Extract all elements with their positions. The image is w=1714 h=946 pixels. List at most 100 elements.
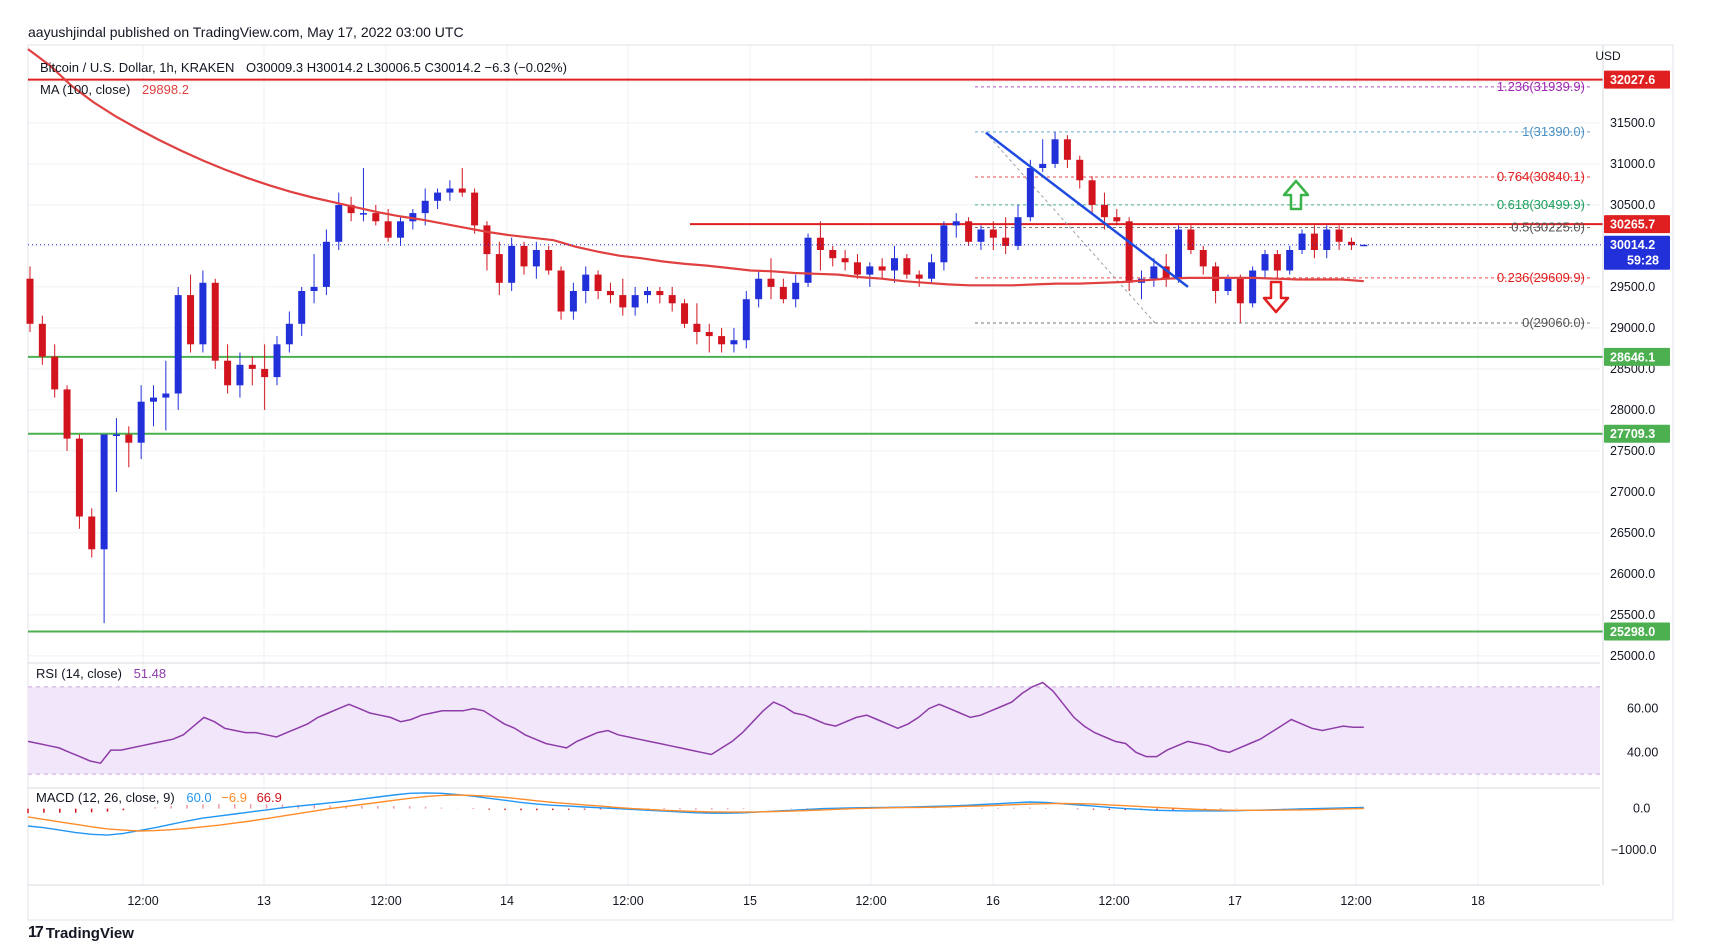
candle-body [1175, 229, 1183, 279]
candle-body [1261, 254, 1269, 271]
candle-body [816, 237, 824, 250]
candle-body [545, 250, 553, 271]
candle-body [261, 368, 269, 378]
candle-body [841, 258, 849, 263]
rsi-value: 51.48 [133, 666, 167, 681]
rsi-label: RSI (14, close) [36, 666, 122, 681]
candle-body [668, 295, 676, 304]
tradingview-brand[interactable]: 17 TradingView [28, 924, 134, 942]
candle-body [75, 438, 83, 517]
price-tag [1604, 215, 1670, 234]
rsi-band-fill [28, 686, 1600, 775]
candle-body [471, 192, 479, 226]
arrow-down-icon [1262, 280, 1290, 314]
candle-body [891, 258, 898, 271]
price-tag-label: 32027.6 [1610, 73, 1655, 87]
candle-body [977, 229, 985, 242]
arrow-up-icon [1282, 179, 1310, 211]
candle-body [397, 221, 404, 238]
last-price-label: 30014.2 [1610, 238, 1655, 252]
price-tick-label: 30500.0 [1610, 198, 1655, 212]
rsi-tick-label: 40.00 [1627, 745, 1658, 759]
candle-body [1273, 254, 1281, 271]
candle-body [112, 434, 120, 436]
time-tick-label: 17 [1228, 894, 1242, 908]
time-tick-label: 12:00 [1340, 894, 1371, 908]
candle-body [989, 229, 997, 238]
candle-body [1076, 159, 1084, 181]
candle-body [347, 204, 355, 214]
annotations[interactable] [985, 131, 1310, 314]
price-tick-label: 29500.0 [1610, 280, 1655, 294]
ma-line [27, 48, 1364, 287]
candle-body [125, 434, 133, 443]
candle-body [644, 291, 651, 296]
candle-body [1323, 229, 1331, 250]
candle-body [63, 389, 71, 439]
horizontal-lines[interactable] [28, 78, 1603, 633]
candle-body [1063, 139, 1071, 160]
price-tick-label: 25000.0 [1610, 649, 1655, 663]
candle-body [705, 332, 713, 337]
rsi-line [27, 681, 1364, 765]
candle-body [434, 192, 442, 201]
candle-body [928, 262, 936, 279]
macd-legend: MACD (12, 26, close, 9) 60.0 −6.9 66.9 [36, 790, 282, 805]
ma-label: MA (100, close) [40, 82, 131, 97]
price-tag [1604, 424, 1670, 443]
chart-frame [27, 44, 1674, 921]
candle-body [1187, 229, 1195, 250]
currency-label[interactable]: USD [1595, 49, 1621, 63]
fib-level-label: 0.236(29609.9) [1497, 270, 1585, 285]
candle-body [952, 221, 960, 226]
candle-body [248, 364, 256, 369]
symbol-legend: Bitcoin / U.S. Dollar, 1h, KRAKEN O30009… [40, 60, 567, 75]
fib-trend-line [984, 131, 1156, 324]
candle-body [656, 291, 664, 296]
time-tick-label: 13 [257, 894, 271, 908]
price-tick-label: 29000.0 [1610, 321, 1655, 335]
candle-body [211, 282, 219, 361]
price-tag [1604, 70, 1670, 89]
candle-body [273, 344, 281, 378]
candle-body [483, 225, 491, 255]
fib-level-label: 0(29060.0) [1522, 315, 1585, 330]
candle-body [236, 364, 244, 386]
candle-body [1051, 139, 1059, 164]
candle-body [187, 295, 195, 345]
publisher-line: aayushjindal published on TradingView.co… [28, 24, 464, 40]
price-tick-label: 26000.0 [1610, 567, 1655, 581]
fib-retracement[interactable]: 1.236(31939.9) 1(31390.0) 0.764(30840.1) 0.… [975, 79, 1590, 330]
candle-body [26, 278, 34, 324]
candle-body [162, 393, 170, 398]
candle-body [1286, 250, 1294, 271]
macd-tick-label: 0.0 [1633, 802, 1650, 816]
candle-body [1199, 250, 1207, 267]
price-tick-label: 26500.0 [1610, 526, 1655, 540]
candle-body [1249, 270, 1257, 304]
candle-body [866, 266, 874, 275]
candle-body [285, 323, 293, 345]
candle-body [1236, 278, 1244, 304]
candle-body [965, 221, 973, 242]
candle-body [619, 295, 627, 308]
time-tick-label: 15 [743, 894, 757, 908]
fib-level-label: 0.764(30840.1) [1497, 169, 1585, 184]
candle-body [718, 336, 726, 345]
candle-body [532, 250, 540, 267]
candle-body [174, 295, 182, 394]
candle-body [915, 274, 923, 279]
candle-body [631, 295, 639, 308]
candle-body [1162, 266, 1170, 279]
candle-body [372, 213, 380, 222]
fib-level-label: 1.236(31939.9) [1497, 79, 1585, 94]
candle-body [878, 266, 886, 271]
candle-body [594, 274, 602, 291]
price-tick-label: 31000.0 [1610, 157, 1655, 171]
macd-tick-label: −1000.0 [1611, 843, 1657, 857]
bearish-trendline [985, 131, 1189, 288]
countdown-label: 59:28 [1627, 254, 1659, 268]
rsi-tick-label: 60.00 [1627, 702, 1658, 716]
candle-body [51, 356, 59, 390]
